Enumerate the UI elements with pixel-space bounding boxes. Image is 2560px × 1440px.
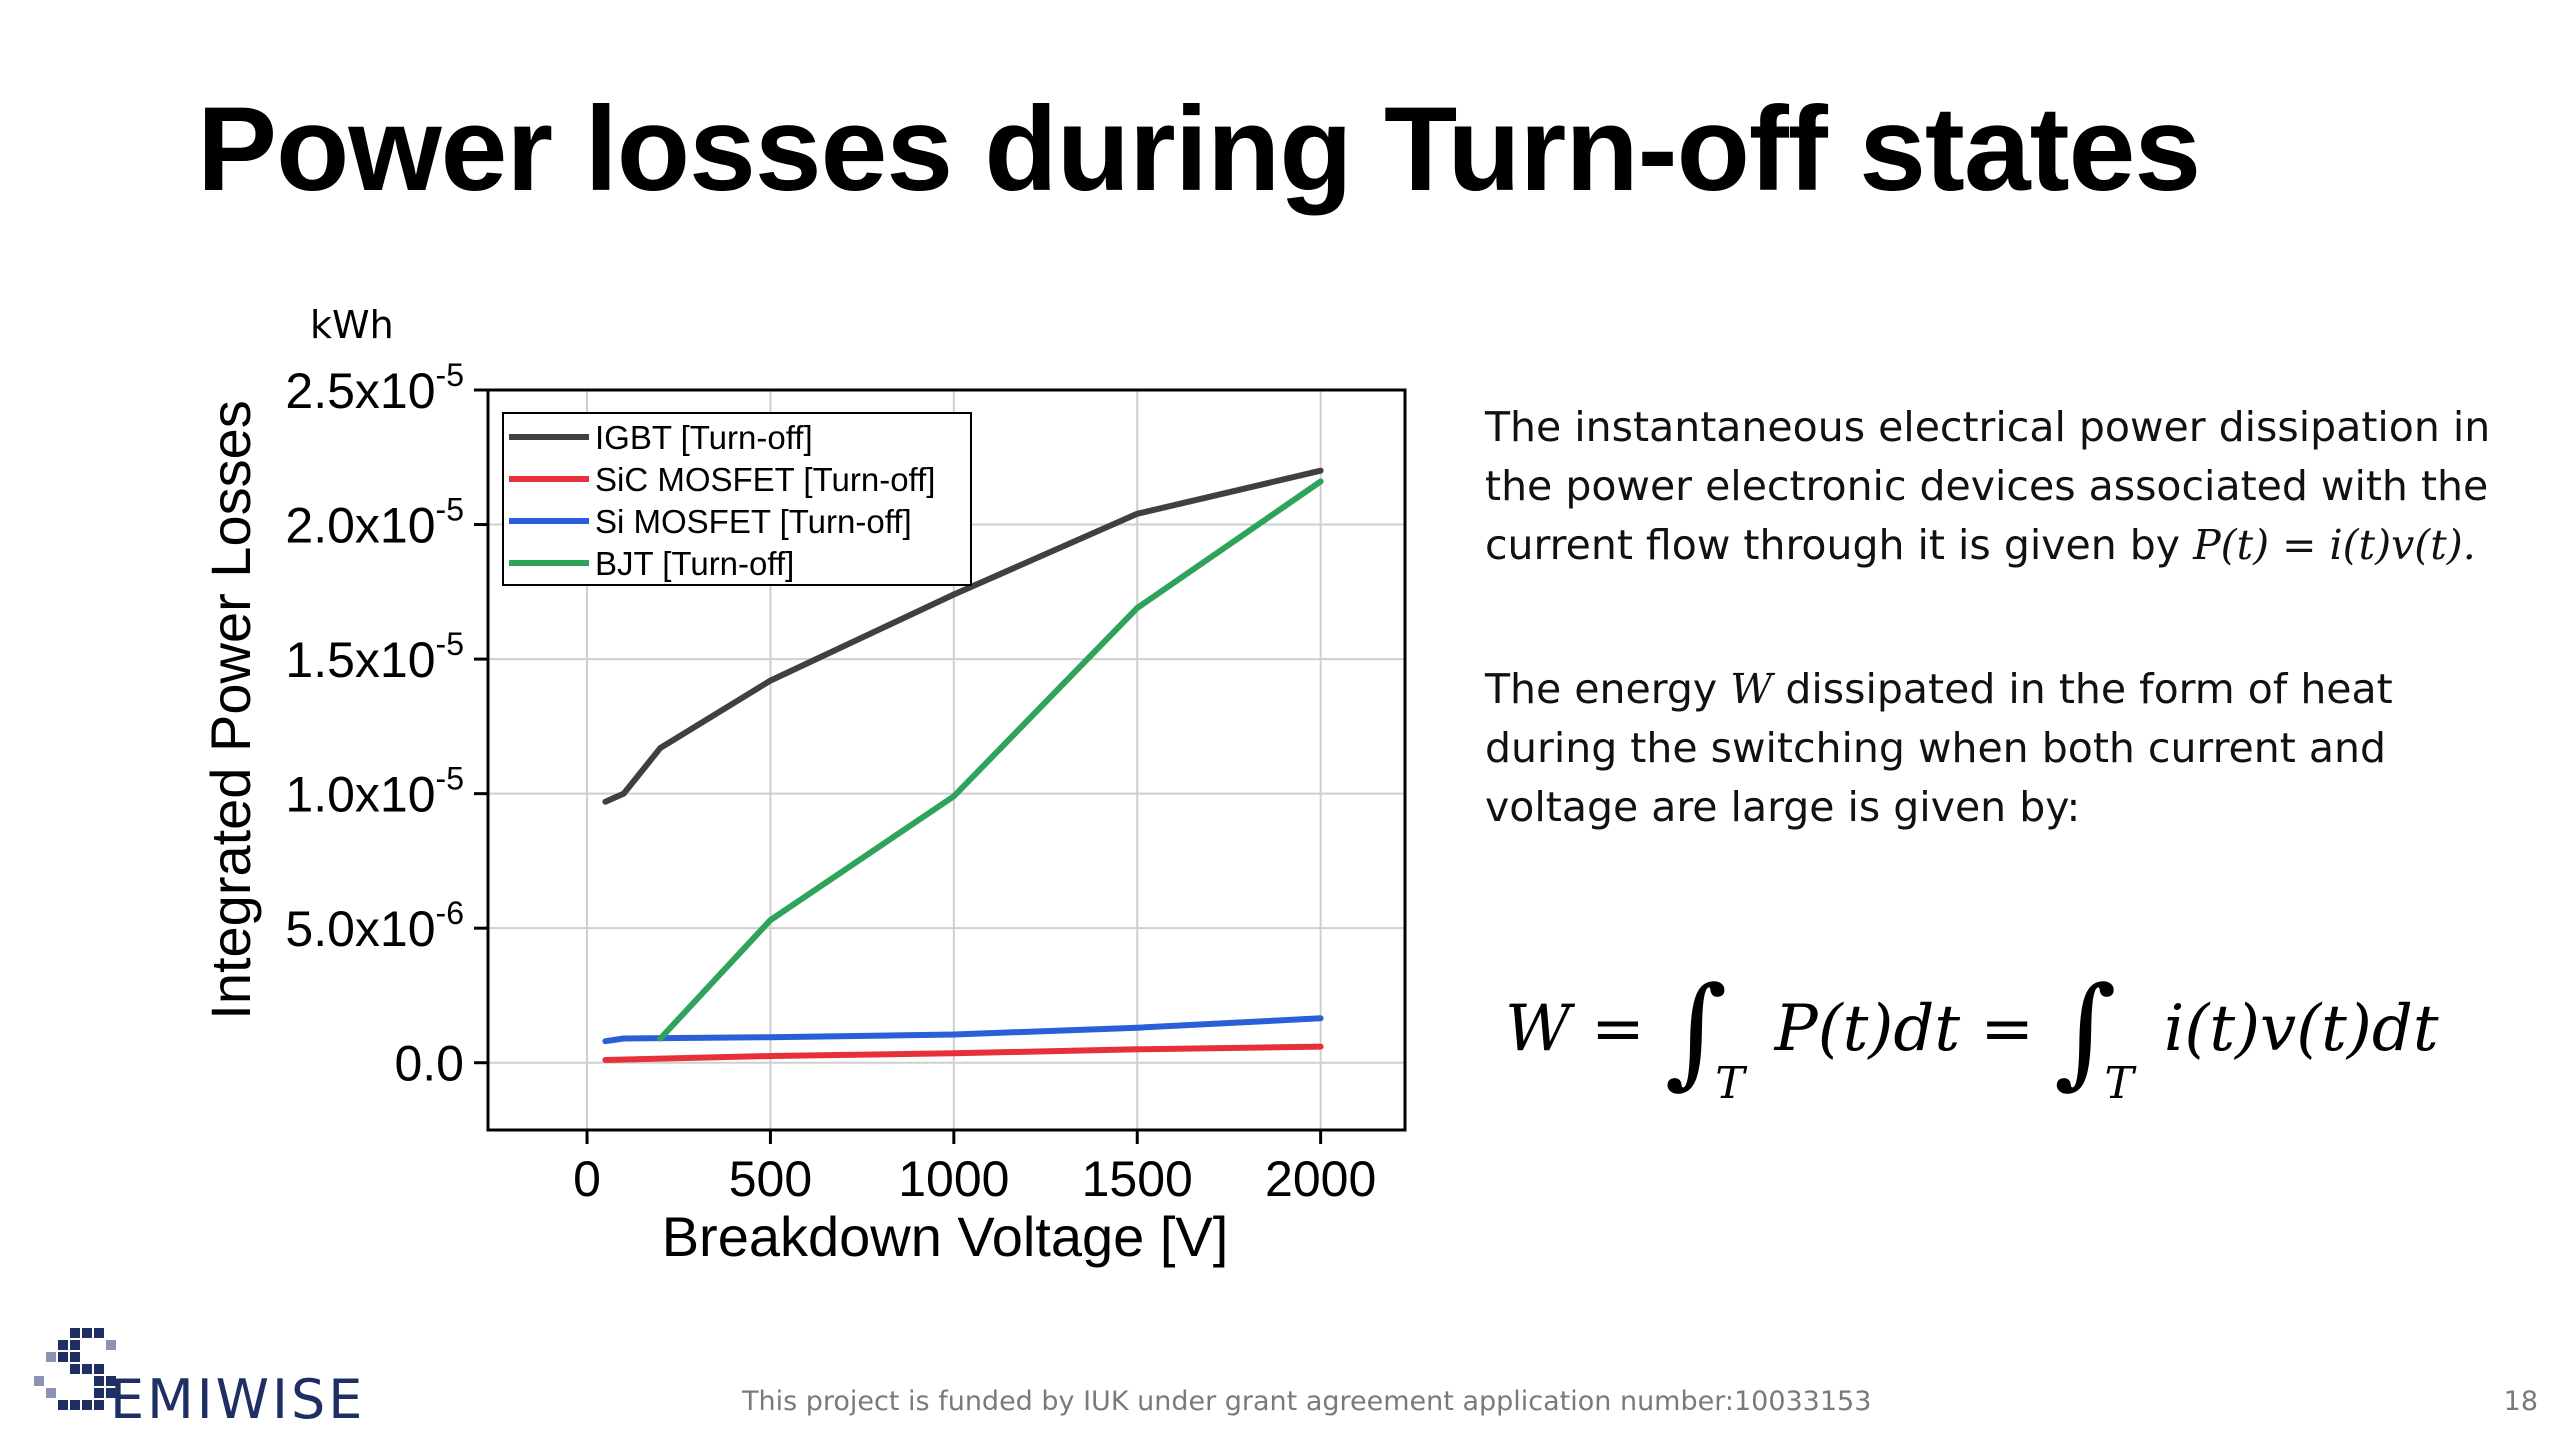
y-tick-label: 1.5x10-5 — [285, 626, 464, 688]
x-axis-label: Breakdown Voltage [V] — [662, 1205, 1229, 1268]
energy-formula: W = ∫TP(t)dt = ∫Ti(t)v(t)dt — [1505, 940, 2439, 1109]
series-line-2 — [602, 1015, 1324, 1045]
paragraph2-text-b: dissipated in the form of heat during th… — [1485, 665, 2393, 831]
formula-lhs: W = — [1505, 992, 1645, 1066]
legend-label-2: Si MOSFET [Turn-off] — [595, 503, 912, 540]
unit-label: kWh — [310, 303, 394, 347]
y-tick-label: 1.0x10-5 — [285, 761, 464, 823]
paragraph-power-definition: The instantaneous electrical power dissi… — [1485, 398, 2525, 575]
x-tick-label: 1000 — [898, 1151, 1009, 1207]
y-axis-label: Integrated Power Losses — [199, 400, 262, 1019]
chart-series — [602, 467, 1324, 1063]
legend-label-1: SiC MOSFET [Turn-off] — [595, 461, 935, 498]
paragraph1-text: The instantaneous electrical power dissi… — [1485, 403, 2491, 569]
x-tick-label: 1500 — [1082, 1151, 1193, 1207]
series-line-0 — [602, 467, 1324, 805]
y-tick-label: 0.0 — [394, 1036, 464, 1092]
x-tick-label: 0 — [573, 1151, 601, 1207]
y-tick-label: 5.0x10-6 — [285, 895, 464, 957]
legend-box — [502, 412, 972, 586]
formula-mid: P(t)dt = — [1774, 992, 2035, 1066]
semiwise-logo-mark — [34, 1328, 116, 1410]
series-line-1 — [602, 1043, 1324, 1063]
page-number: 18 — [2503, 1386, 2538, 1417]
legend-label-3: BJT [Turn-off] — [595, 545, 794, 582]
formula-rhs: i(t)v(t)dt — [2163, 992, 2439, 1066]
series-line-3 — [657, 478, 1324, 1042]
chart-legend: IGBT [Turn-off] SiC MOSFET [Turn-off] Si M… — [502, 412, 972, 586]
chart-frame — [486, 388, 1407, 1132]
integral-sign-2: ∫ — [2054, 962, 2117, 1101]
plot-frame — [486, 388, 1407, 1132]
chart-ticks: 0 500 1000 1500 2000 0.0 5.0x10-6 1.0x10-5 1.5x1… — [285, 357, 1376, 1207]
integral-sign-1: ∫ — [1664, 962, 1728, 1101]
y-tick-label: 2.5x10-5 — [285, 357, 464, 419]
integral-subscript-1: T — [1715, 1058, 1745, 1109]
paragraph2-text-a: The energy — [1485, 665, 1731, 713]
power-equation: P(t) = i(t)v(t). — [2193, 521, 2476, 569]
integral-subscript-2: T — [2104, 1058, 2134, 1109]
chart: 0 500 1000 1500 2000 0.0 5.0x10-6 1.0x10-5 1.5x1… — [199, 303, 1407, 1268]
semiwise-logo-text: EMIWISE — [110, 1368, 366, 1431]
slide-title: Power losses during Turn-off states — [197, 82, 2201, 216]
legend-label-0: IGBT [Turn-off] — [595, 419, 813, 456]
energy-symbol: W — [1730, 665, 1773, 713]
x-tick-label: 2000 — [1265, 1151, 1376, 1207]
paragraph-energy: The energy W dissipated in the form of h… — [1485, 660, 2525, 837]
y-tick-label: 2.0x10-5 — [285, 492, 464, 554]
funding-footer: This project is funded by IUK under gran… — [742, 1386, 1872, 1417]
x-tick-label: 500 — [729, 1151, 812, 1207]
